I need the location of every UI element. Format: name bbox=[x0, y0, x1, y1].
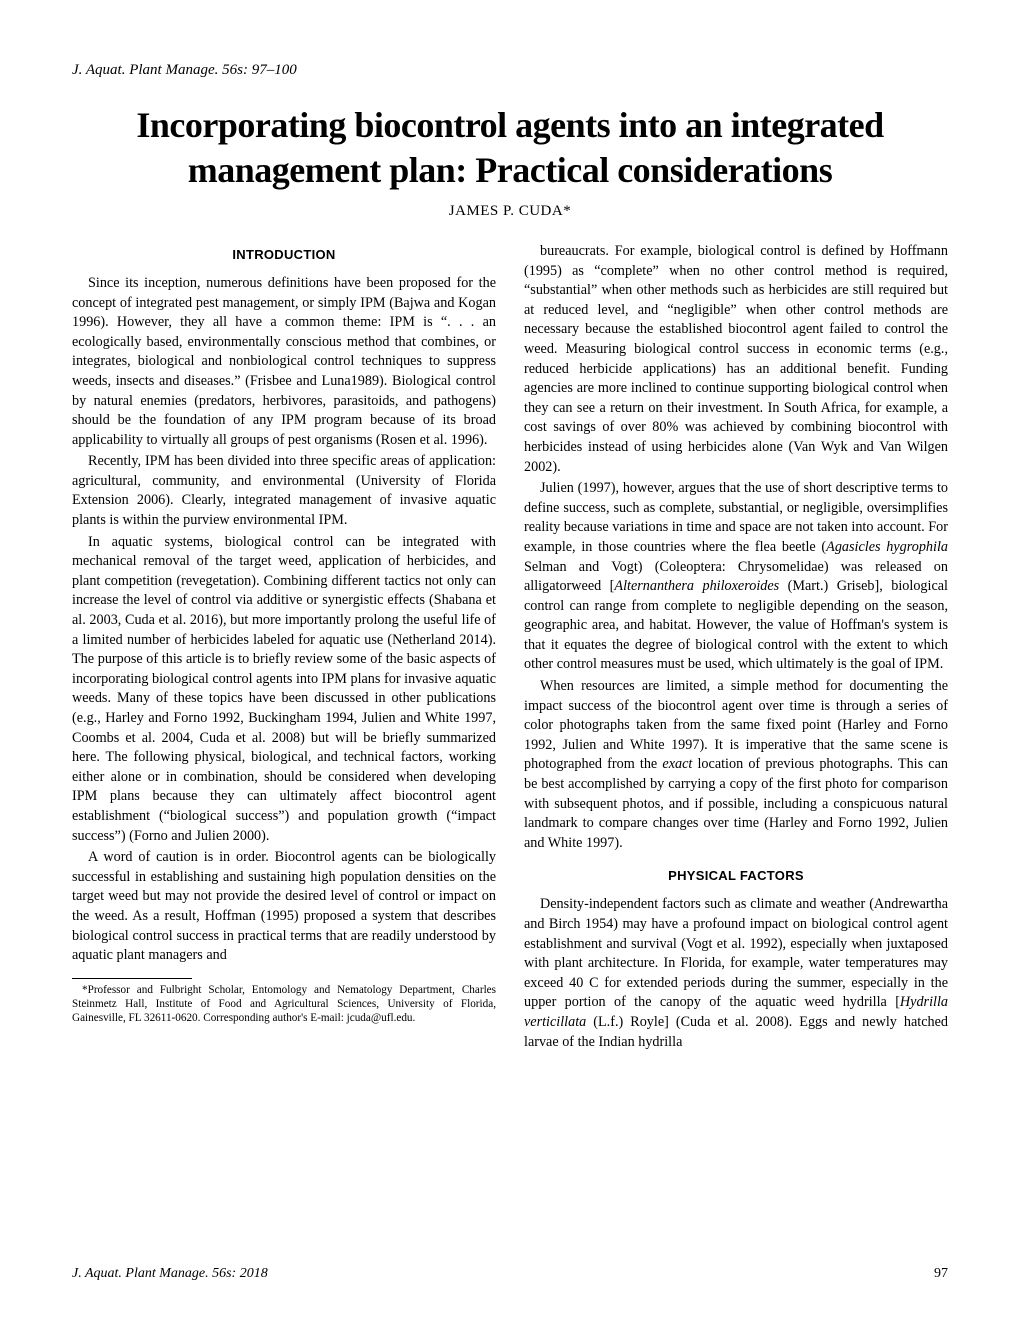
intro-paragraph: Since its inception, numerous definition… bbox=[72, 274, 496, 450]
section-heading-physical-factors: PHYSICAL FACTORS bbox=[524, 867, 948, 885]
right-column: bureaucrats. For example, biological con… bbox=[524, 242, 948, 1054]
intro-paragraph: A word of caution is in order. Biocontro… bbox=[72, 848, 496, 966]
body-paragraph: When resources are limited, a simple met… bbox=[524, 677, 948, 853]
body-paragraph: Density-independent factors such as clim… bbox=[524, 895, 948, 1052]
page-footer: J. Aquat. Plant Manage. 56s: 2018 97 bbox=[72, 1266, 948, 1282]
page-number: 97 bbox=[934, 1266, 948, 1282]
author-name: JAMES P. CUDA* bbox=[72, 203, 948, 220]
body-paragraph: Julien (1997), however, argues that the … bbox=[524, 479, 948, 675]
left-column: INTRODUCTION Since its inception, numero… bbox=[72, 242, 496, 1054]
body-paragraph: bureaucrats. For example, biological con… bbox=[524, 242, 948, 477]
intro-paragraph: In aquatic systems, biological control c… bbox=[72, 533, 496, 847]
text-run: Density-independent factors such as clim… bbox=[524, 896, 948, 1010]
article-title: Incorporating biocontrol agents into an … bbox=[72, 103, 948, 193]
intro-paragraph: Recently, IPM has been divided into thre… bbox=[72, 452, 496, 530]
footer-journal-ref: J. Aquat. Plant Manage. 56s: 2018 bbox=[72, 1266, 268, 1282]
two-column-body: INTRODUCTION Since its inception, numero… bbox=[72, 242, 948, 1054]
footnote-rule bbox=[72, 978, 192, 979]
author-footnote: *Professor and Fulbright Scholar, Entomo… bbox=[72, 983, 496, 1025]
section-heading-introduction: INTRODUCTION bbox=[72, 246, 496, 264]
emphasis: exact bbox=[662, 756, 692, 772]
species-name: Agasicles hygrophila bbox=[826, 539, 948, 555]
text-run: (L.f.) Royle] (Cuda et al. 2008). Eggs a… bbox=[524, 1014, 948, 1050]
species-name: Alternanthera philoxeroides bbox=[614, 578, 779, 594]
journal-header: J. Aquat. Plant Manage. 56s: 97–100 bbox=[72, 62, 948, 79]
